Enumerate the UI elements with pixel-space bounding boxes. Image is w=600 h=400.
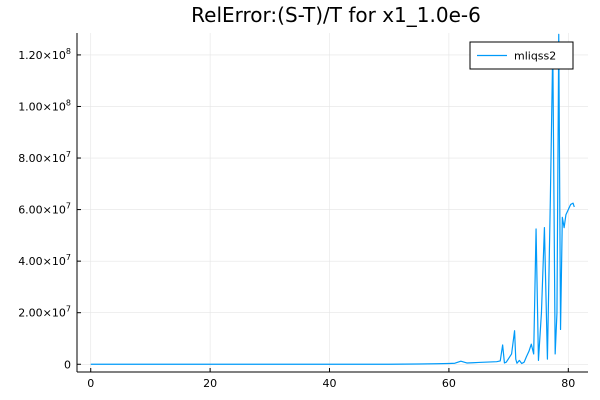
legend-label-mliqss2: mliqss2 bbox=[514, 50, 556, 63]
y-tick-label: 8.00×107 bbox=[18, 150, 71, 165]
x-tick-label: 80 bbox=[561, 377, 575, 390]
tick-layer: 0 20 40 60 80 0 2.00×107 4.00×107 6.00×107 8.00×1… bbox=[18, 47, 575, 390]
x-tick-label: 20 bbox=[203, 377, 217, 390]
series-line-mliqss2 bbox=[90, 33, 575, 365]
grid-layer bbox=[77, 33, 588, 372]
y-tick-label: 2.00×107 bbox=[18, 305, 71, 320]
y-tick-label: 0 bbox=[64, 358, 71, 371]
x-tick-label: 0 bbox=[87, 377, 94, 390]
y-tick-label: 6.00×107 bbox=[18, 202, 71, 217]
y-tick-label: 1.20×108 bbox=[18, 47, 71, 62]
axis-layer bbox=[76, 33, 588, 373]
chart-title: RelError:(S-T)/T for x1_1.0e-6 bbox=[191, 3, 481, 27]
y-tick-label: 1.00×108 bbox=[18, 98, 71, 113]
x-tick-label: 40 bbox=[323, 377, 337, 390]
legend: mliqss2 bbox=[469, 41, 574, 70]
x-tick-label: 60 bbox=[442, 377, 456, 390]
y-tick-label: 4.00×107 bbox=[18, 253, 71, 268]
series-layer bbox=[90, 33, 575, 365]
